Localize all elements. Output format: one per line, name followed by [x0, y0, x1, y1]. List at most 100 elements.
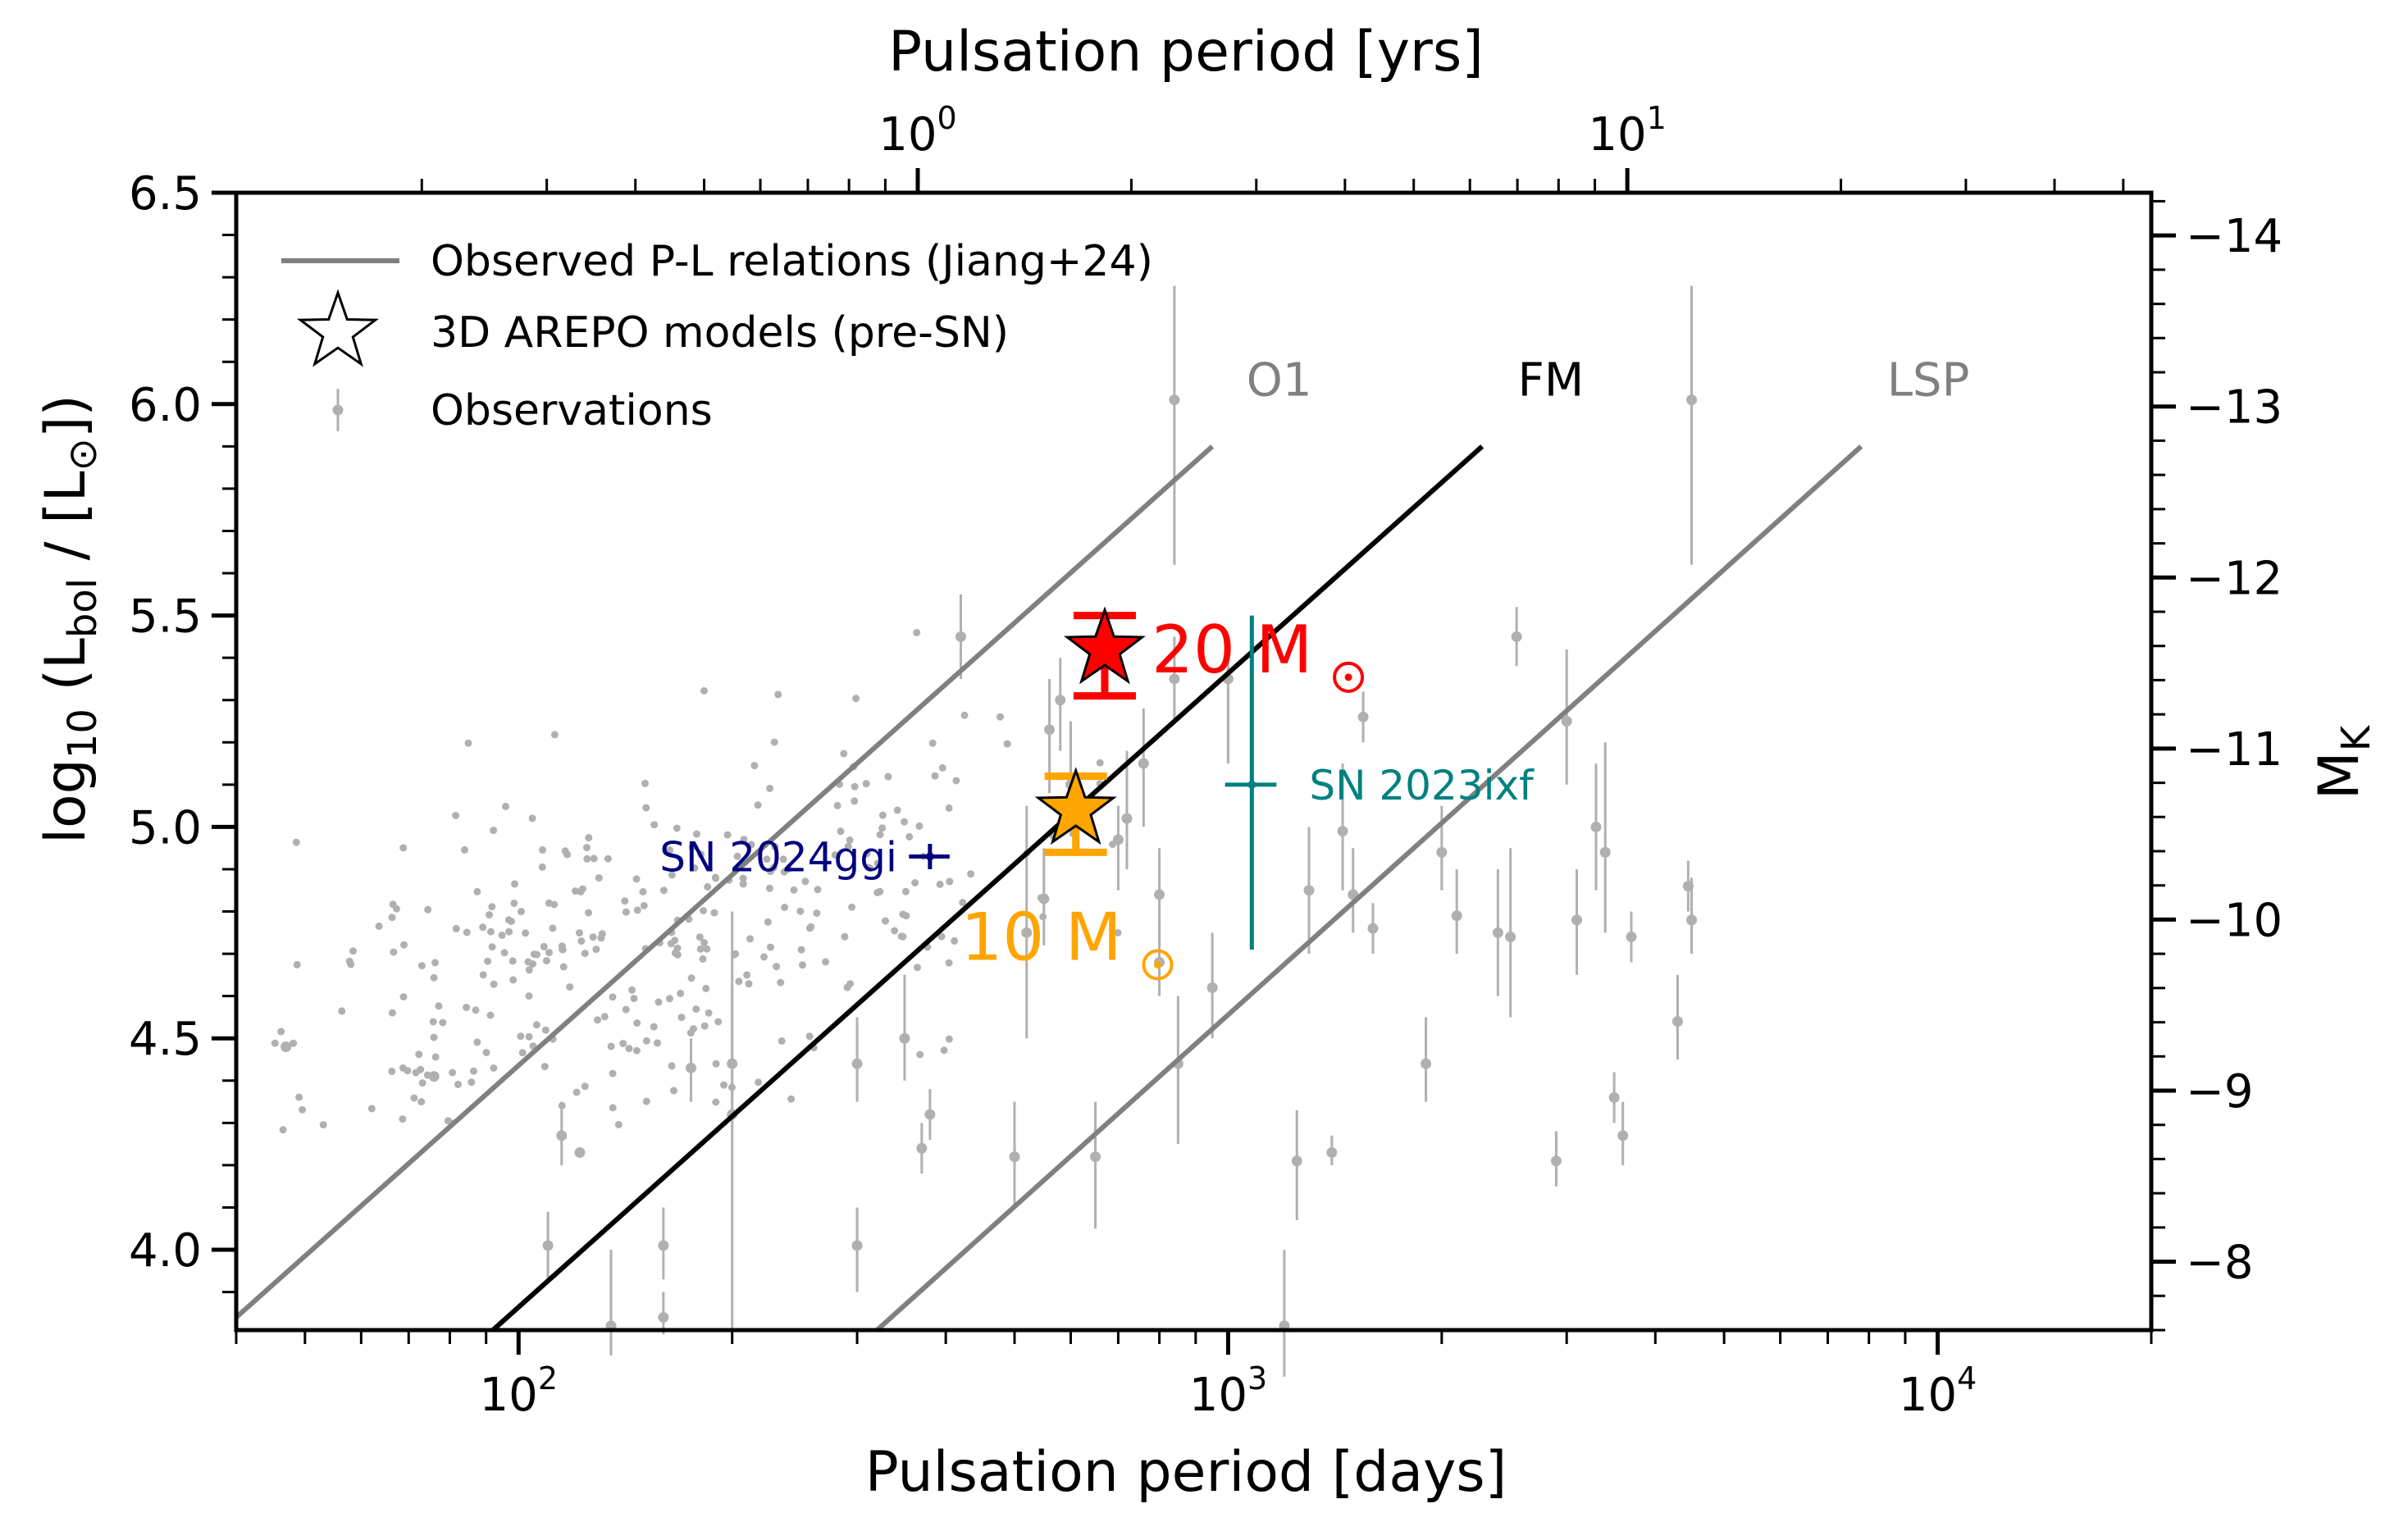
observation-point-5 [938, 763, 946, 772]
observation-point-179 [400, 941, 408, 949]
top-tick-label-10-base: 10 [1588, 108, 1646, 162]
observation-point-169 [735, 977, 743, 986]
observation-point-262 [801, 877, 810, 886]
observation-point-255 [484, 957, 492, 965]
observation-marker-12 [851, 1058, 863, 1069]
observation-point-228 [862, 780, 870, 788]
y-label-bol: bol [60, 578, 106, 638]
observation-point-120 [767, 943, 774, 951]
observation-point-190 [781, 904, 789, 911]
observation-marker-58 [1421, 1058, 1432, 1069]
observation-point-193 [686, 1029, 695, 1037]
top-tick-label-10-exp: 1 [1647, 100, 1667, 136]
observation-point-287 [490, 827, 498, 835]
observation-point-81 [633, 906, 641, 914]
observation-point-67 [1003, 740, 1011, 748]
observation-point-113 [609, 993, 617, 1001]
observation-point-106 [467, 1078, 476, 1087]
observation-point-260 [393, 904, 400, 913]
relation-line-fm [490, 444, 1484, 1333]
observation-marker-0 [280, 1041, 292, 1053]
observation-point-99 [540, 942, 548, 950]
y-axis-label: log10 (Lbol / [L⊙]) [34, 394, 106, 844]
observation-point-116 [545, 899, 553, 907]
observation-point-121 [424, 905, 432, 914]
observation-point-23 [852, 695, 860, 703]
observation-marker-35 [1303, 885, 1315, 896]
pl-relations-layer: O1 FM LSP [235, 353, 1970, 1333]
observation-point-194 [765, 884, 773, 892]
y-tick-label-4.0: 4.0 [129, 1224, 202, 1278]
observation-point-102 [470, 1067, 477, 1075]
observation-point-305 [463, 928, 471, 936]
observation-marker-45 [1550, 1155, 1562, 1167]
observation-point-142 [755, 1078, 763, 1087]
observation-point-265 [461, 845, 468, 854]
observation-marker-43 [1505, 931, 1516, 942]
observation-point-246 [723, 831, 732, 839]
x-tick-label-100-exp: 2 [538, 1360, 558, 1397]
y-label-mid: / [L [34, 471, 98, 578]
observation-marker-49 [1599, 846, 1611, 858]
observation-point-171 [700, 686, 708, 695]
observation-point-313 [940, 1046, 948, 1055]
y-tick-label-6.5: 6.5 [129, 167, 202, 221]
observation-point-155 [463, 1004, 471, 1011]
model-20-sun-symbol-dot [1344, 673, 1352, 681]
observations-layer [271, 285, 1698, 1377]
observation-point-110 [622, 908, 630, 916]
observation-point-281 [349, 947, 357, 955]
model-20-sun-symbol [1333, 661, 1365, 693]
observation-marker-56 [1686, 394, 1698, 406]
observation-point-72 [367, 1105, 376, 1113]
observation-point-3 [538, 863, 546, 871]
legend-item-0-label: Observed P-L relations (Jiang+24) [431, 237, 1153, 286]
observation-marker-6 [658, 1312, 669, 1324]
observation-marker-59 [1206, 982, 1218, 993]
observation-point-1 [945, 959, 953, 967]
observation-point-216 [449, 1069, 457, 1077]
observation-point-227 [487, 927, 495, 936]
y-label-open: (L [34, 638, 98, 709]
observation-marker-52 [1626, 931, 1637, 942]
observation-marker-20 [1044, 724, 1056, 736]
observation-point-210 [710, 909, 718, 917]
observation-point-69 [937, 932, 946, 941]
relation-label-o1: O1 [1247, 353, 1312, 407]
observation-point-18 [967, 870, 975, 878]
observation-point-240 [640, 901, 648, 909]
observation-point-232 [472, 1006, 480, 1014]
observation-point-101 [699, 955, 707, 963]
observation-point-100 [766, 784, 774, 792]
observation-marker-17 [1009, 1151, 1020, 1163]
observation-point-219 [843, 983, 851, 991]
observation-point-86 [1096, 759, 1104, 767]
observation-marker-28 [1154, 889, 1165, 900]
legend-item-2-label: Observations [431, 386, 713, 435]
observation-point-33 [873, 859, 882, 868]
observation-point-312 [863, 850, 871, 858]
observation-point-178 [878, 824, 887, 832]
observation-marker-8 [686, 1062, 697, 1073]
observation-point-184 [700, 907, 707, 914]
observation-point-103 [509, 957, 517, 965]
observation-point-94 [671, 936, 679, 945]
observation-point-319 [743, 971, 751, 979]
right-tick-label--11: −11 [2186, 723, 2283, 777]
observation-point-204 [750, 762, 759, 770]
right-tick-label--13: −13 [2186, 381, 2283, 435]
observation-point-172 [1114, 929, 1122, 936]
observation-point-279 [747, 841, 755, 849]
relation-label-lsp: LSP [1887, 353, 1970, 407]
observation-point-46 [797, 945, 805, 954]
y-tick-label-6.0: 6.0 [129, 379, 202, 432]
observation-point-168 [996, 713, 1004, 721]
observation-marker-26 [1138, 758, 1149, 769]
observation-point-146 [780, 868, 788, 876]
observation-point-38 [619, 1040, 627, 1047]
model-10-label: 10 M [960, 899, 1121, 975]
observation-point-68 [770, 738, 778, 746]
observation-marker-53 [1671, 1016, 1683, 1028]
observation-marker-47 [1571, 914, 1583, 926]
